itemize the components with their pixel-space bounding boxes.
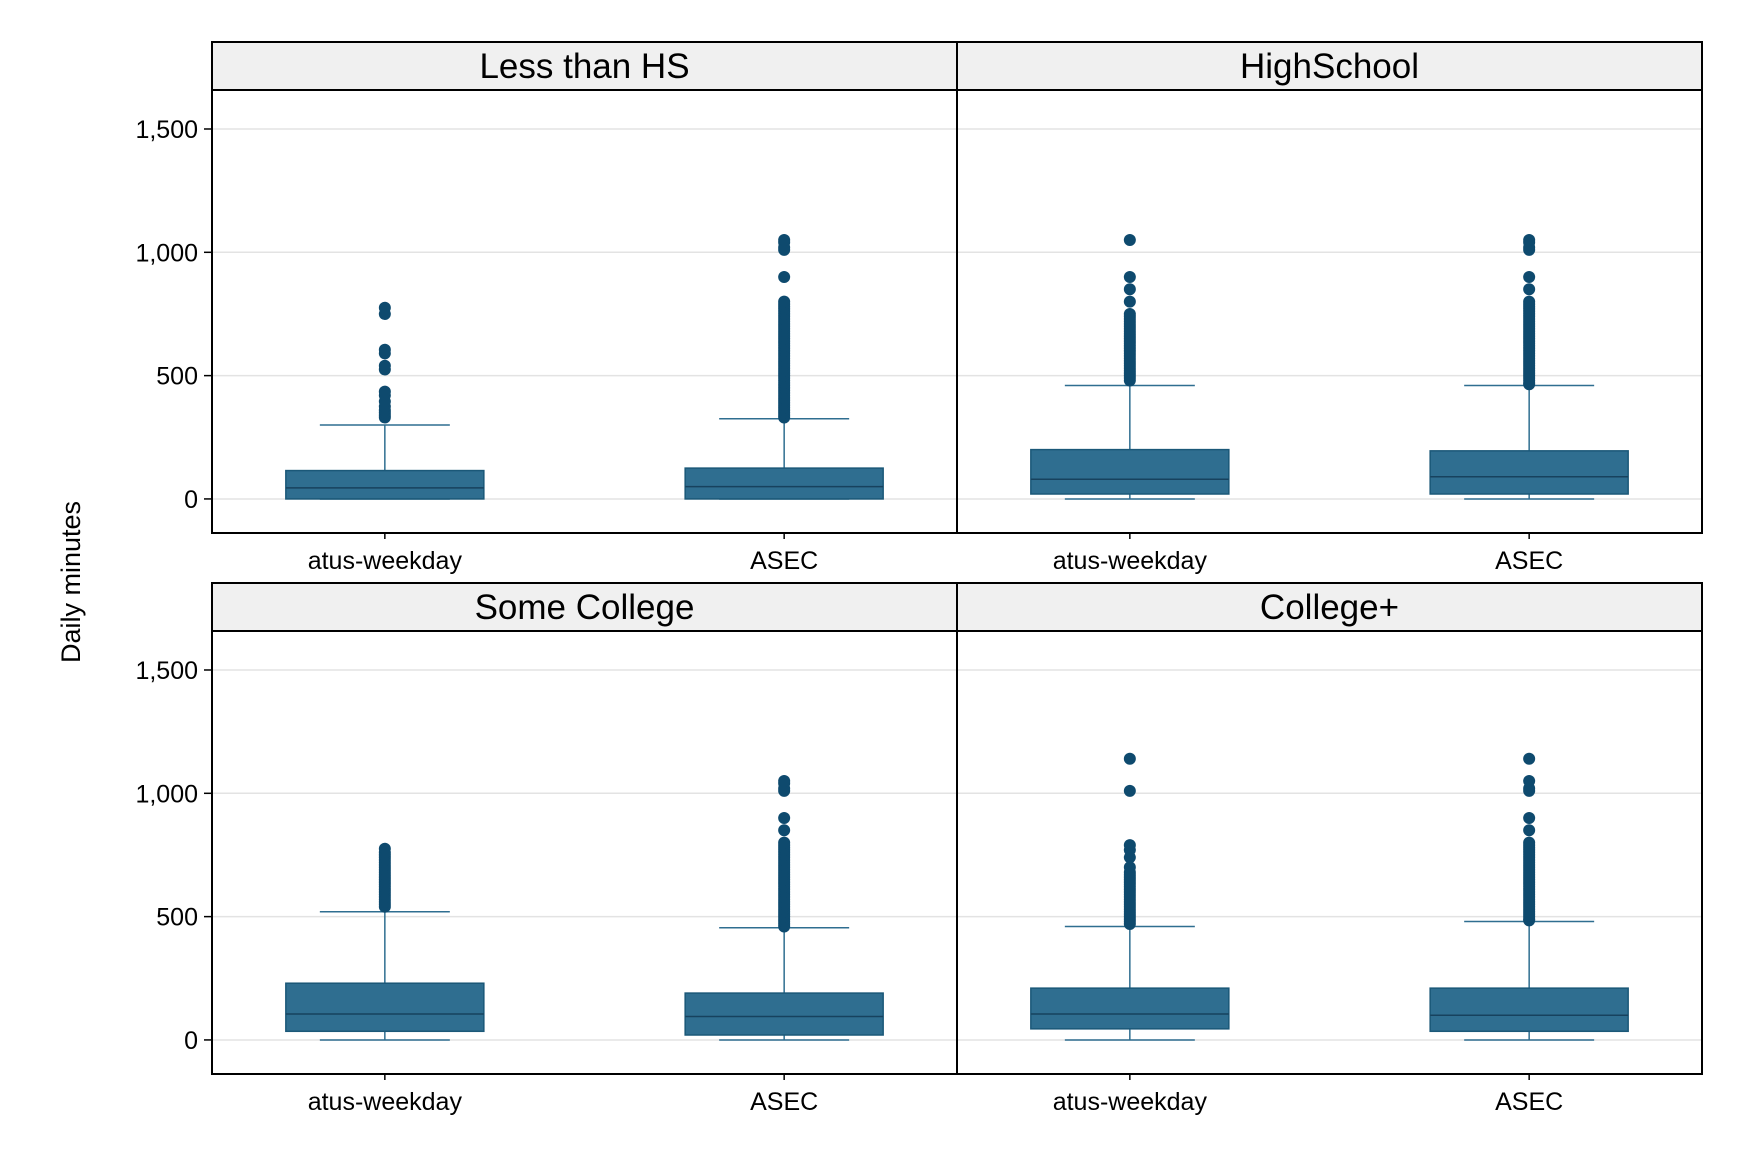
outlier-point (1523, 774, 1536, 787)
x-tick-label: ASEC (1495, 1088, 1563, 1116)
y-tick-label: 1,000 (135, 780, 198, 808)
box-iqr (1429, 450, 1629, 495)
outlier-point (378, 343, 391, 356)
y-tick-label: 1,000 (135, 239, 198, 267)
x-tick-label: atus-weekday (1053, 1088, 1208, 1116)
outlier-point (1523, 283, 1536, 296)
box-asec: ASEC (1429, 752, 1629, 1116)
outlier-point (378, 385, 391, 398)
x-tick-label: ASEC (750, 547, 818, 575)
outlier-point (778, 295, 791, 308)
facet-strip (956, 582, 1703, 632)
outlier-point (1123, 752, 1136, 765)
box-iqr (1429, 987, 1629, 1033)
box-iqr (1030, 987, 1230, 1030)
outlier-point (1123, 784, 1136, 797)
facet-strip (211, 41, 958, 91)
box-iqr (1030, 448, 1230, 495)
facet-title: Some College (475, 588, 695, 627)
panel-border (956, 89, 1703, 534)
box-atus-weekday: atus-weekday (1030, 233, 1230, 575)
outlier-point (1523, 824, 1536, 837)
box-asec: ASEC (684, 774, 884, 1116)
box-iqr (285, 469, 485, 500)
outlier-point (778, 836, 791, 849)
y-tick-label: 1,500 (135, 116, 198, 144)
facet-title: HighSchool (1240, 47, 1419, 86)
outlier-point (1123, 233, 1136, 246)
outlier-point (378, 301, 391, 314)
outlier-point (1123, 307, 1136, 320)
panel-border (956, 630, 1703, 1075)
facet-panel: Less than HS 0 500 1,000 1,500 atus-weekday AS… (135, 41, 958, 575)
outlier-point (1523, 811, 1536, 824)
y-tick-label: 0 (184, 1027, 198, 1055)
x-tick-label: atus-weekday (308, 547, 463, 575)
outlier-point (1123, 861, 1136, 874)
outlier-point (778, 270, 791, 283)
outlier-point (1123, 283, 1136, 296)
box-asec: ASEC (684, 233, 884, 575)
outlier-point (378, 359, 391, 372)
outlier-point (778, 233, 791, 246)
outlier-point (1523, 233, 1536, 246)
outlier-point (778, 774, 791, 787)
box-atus-weekday: atus-weekday (1030, 752, 1230, 1116)
facet-panel: College+ atus-weekday ASEC (956, 582, 1703, 1116)
x-tick-label: ASEC (1495, 547, 1563, 575)
x-tick-label: atus-weekday (308, 1088, 463, 1116)
outlier-point (1123, 295, 1136, 308)
x-tick-label: atus-weekday (1053, 547, 1208, 575)
outlier-point (778, 824, 791, 837)
facet-panel: Some College 0 500 1,000 1,500 atus-weekday AS… (135, 582, 958, 1116)
y-axis-title: Daily minutes (56, 501, 86, 663)
facet-panel: HighSchool atus-weekday ASEC (956, 41, 1703, 575)
box-iqr (684, 467, 884, 500)
box-atus-weekday: atus-weekday (285, 301, 485, 575)
outlier-point (378, 842, 391, 855)
outlier-point (778, 811, 791, 824)
facet-title: College+ (1260, 588, 1399, 627)
box-iqr (684, 992, 884, 1036)
box-atus-weekday: atus-weekday (285, 842, 485, 1116)
x-tick-label: ASEC (750, 1088, 818, 1116)
y-tick-label: 500 (156, 363, 198, 391)
facet-strip (956, 41, 1703, 91)
y-tick-label: 0 (184, 486, 198, 514)
outlier-point (1123, 839, 1136, 852)
outlier-point (1523, 270, 1536, 283)
facet-title: Less than HS (479, 47, 689, 86)
box-iqr (285, 982, 485, 1033)
outlier-point (1523, 295, 1536, 308)
outlier-point (1523, 836, 1536, 849)
outlier-point (1523, 752, 1536, 765)
facet-strip (211, 582, 958, 632)
outlier-point (1123, 270, 1136, 283)
panel-border (211, 89, 958, 534)
y-tick-label: 500 (156, 904, 198, 932)
y-tick-label: 1,500 (135, 657, 198, 685)
box-asec: ASEC (1429, 233, 1629, 575)
